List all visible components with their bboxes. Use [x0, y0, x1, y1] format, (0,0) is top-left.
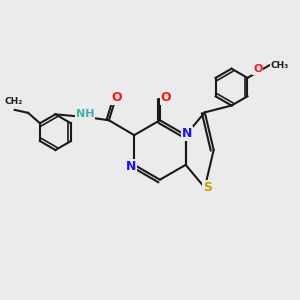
- Text: N: N: [182, 127, 192, 140]
- Text: O: O: [160, 92, 171, 104]
- Text: N: N: [126, 160, 136, 173]
- Text: NH: NH: [76, 109, 94, 119]
- Text: CH₂: CH₂: [4, 97, 22, 106]
- Text: S: S: [203, 181, 212, 194]
- Text: O: O: [111, 92, 122, 104]
- Text: CH₃: CH₃: [271, 61, 289, 70]
- Text: O: O: [253, 64, 262, 74]
